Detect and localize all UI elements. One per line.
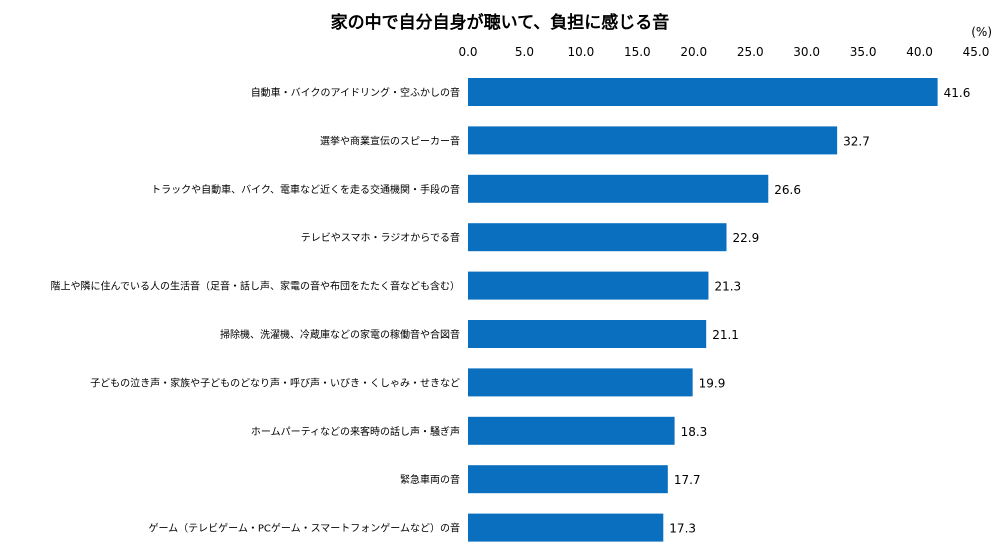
value-label: 26.6 [774,183,801,197]
x-tick-label: 40.0 [906,45,933,59]
value-label: 32.7 [843,134,870,148]
category-labels: 自動車・バイクのアイドリング・空ふかしの音選挙や商業宣伝のスピーカー音トラックや… [51,86,461,535]
bar [468,126,838,155]
x-tick-label: 15.0 [624,45,651,59]
x-tick-label: 25.0 [737,45,764,59]
category-label: 選挙や商業宣伝のスピーカー音 [320,134,460,147]
x-axis-ticks: 0.0 5.0 10.0 15.0 20.0 25.0 30.0 35.0 40.0 45.0 [458,45,989,59]
unit-label: (%) [971,25,992,39]
category-label: トラックや自動車、バイク、電車など近くを走る交通機関・手段の音 [151,183,460,196]
value-label: 21.1 [712,328,739,342]
chart-title: 家の中で自分自身が聴いて、負担に感じる音 [331,12,670,33]
value-label: 22.9 [733,231,760,245]
bars [468,78,938,542]
x-tick-label: 10.0 [568,45,595,59]
bar [468,465,668,494]
value-label: 17.3 [669,522,696,536]
category-label: ゲーム（テレビゲーム・PCゲーム・スマートフォンゲームなど）の音 [148,522,460,535]
bar [468,513,664,542]
category-label: 自動車・バイクのアイドリング・空ふかしの音 [251,86,460,99]
x-tick-label: 20.0 [680,45,707,59]
x-tick-label: 35.0 [850,45,877,59]
value-label: 21.3 [714,280,741,294]
bar [468,223,727,252]
value-label: 18.3 [681,425,708,439]
bar [468,320,707,348]
value-label: 19.9 [699,376,726,390]
category-label: ホームパーティなどの来客時の話し声・騒ぎ声 [251,425,460,438]
bar [468,368,693,397]
x-tick-label: 30.0 [793,45,820,59]
category-label: テレビやスマホ・ラジオからでる音 [301,231,460,244]
category-label: 緊急車両の音 [400,473,460,486]
x-tick-label: 5.0 [515,45,534,59]
category-label: 子どもの泣き声・家族や子どものどなり声・呼び声・いびき・くしゃみ・せきなど [90,376,460,389]
value-labels: 41.6 32.7 26.6 22.9 21.3 21.1 19.9 18.3 17.7 17.3 [669,86,970,536]
category-label: 階上や隣に住んでいる人の生活音（足音・話し声、家電の音や布団をたたく音なども含む… [51,280,461,293]
value-label: 17.7 [674,473,701,487]
bar [468,271,709,300]
x-tick-label: 0.0 [458,45,477,59]
category-label: 掃除機、洗濯機、冷蔵庫などの家電の稼働音や合図音 [220,328,460,341]
x-tick-label: 45.0 [963,45,990,59]
value-label: 41.6 [944,86,971,100]
bar [468,416,675,445]
bar [468,78,938,106]
bar [468,174,769,203]
